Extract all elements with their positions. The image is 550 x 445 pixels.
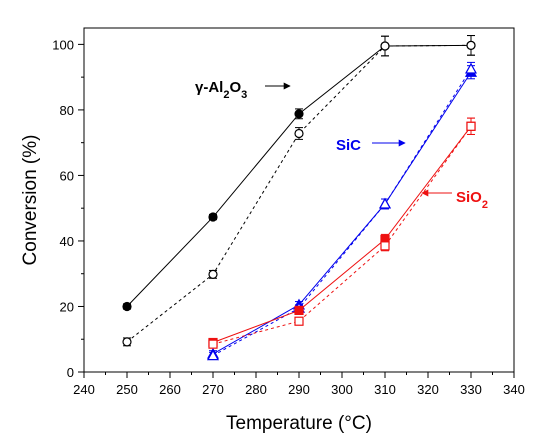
- y-axis-title: Conversion (%): [20, 135, 41, 266]
- data-point: [380, 41, 390, 51]
- data-point: [378, 197, 392, 209]
- series-3: [206, 61, 478, 361]
- x-axis: 240 250 260 270 280 290 300 310 320 330 340: [73, 372, 525, 397]
- data-point: [294, 305, 304, 316]
- x-tick-label: 330: [460, 382, 482, 397]
- y-tick-label: 80: [60, 103, 74, 118]
- data-point: [206, 349, 220, 361]
- series-line: [212, 125, 472, 343]
- x-tick-label: 240: [73, 382, 95, 397]
- y-axis: 0 20 40 60 80 100: [52, 37, 84, 380]
- x-tick-label: 300: [331, 382, 353, 397]
- data-point: [208, 339, 218, 349]
- data-point: [122, 301, 132, 312]
- x-tick-label: 320: [417, 382, 439, 397]
- x-tick-label: 310: [374, 382, 396, 397]
- y-tick-label: 0: [67, 365, 74, 380]
- data-point: [466, 40, 476, 50]
- series-line: [212, 71, 472, 355]
- series-2: [206, 65, 478, 359]
- x-tick-label: 270: [202, 382, 224, 397]
- series-0: [122, 35, 476, 312]
- data-point: [380, 241, 390, 251]
- y-tick-label: 20: [60, 299, 74, 314]
- data-point: [464, 62, 478, 74]
- data-point: [294, 109, 304, 119]
- y-tick-label: 60: [60, 168, 74, 183]
- series-1: [122, 35, 476, 347]
- series-line: [126, 44, 472, 307]
- series-line: [126, 44, 472, 343]
- x-tick-label: 290: [288, 382, 310, 397]
- data-point: [466, 121, 476, 131]
- x-axis-title: Temperature (°C): [226, 413, 372, 434]
- series-layer: [122, 35, 478, 361]
- x-tick-label: 250: [116, 382, 138, 397]
- data-point: [294, 316, 304, 326]
- annotation-label: γ-Al2O3: [195, 79, 247, 101]
- data-point: [208, 269, 218, 279]
- data-point: [208, 212, 218, 222]
- data-point: [294, 128, 304, 139]
- data-point: [122, 337, 132, 347]
- series-5: [208, 117, 476, 349]
- y-tick-label: 40: [60, 234, 74, 249]
- x-tick-label: 340: [503, 382, 525, 397]
- y-tick-label: 100: [52, 37, 74, 52]
- series-line: [212, 125, 472, 345]
- series-line: [212, 68, 472, 357]
- annotation-label: SiO2: [456, 189, 488, 211]
- annotations: γ-Al2O3 SiC SiO2: [195, 79, 488, 211]
- x-tick-label: 260: [159, 382, 181, 397]
- annotation-label: SiC: [336, 137, 361, 154]
- x-tick-label: 280: [245, 382, 267, 397]
